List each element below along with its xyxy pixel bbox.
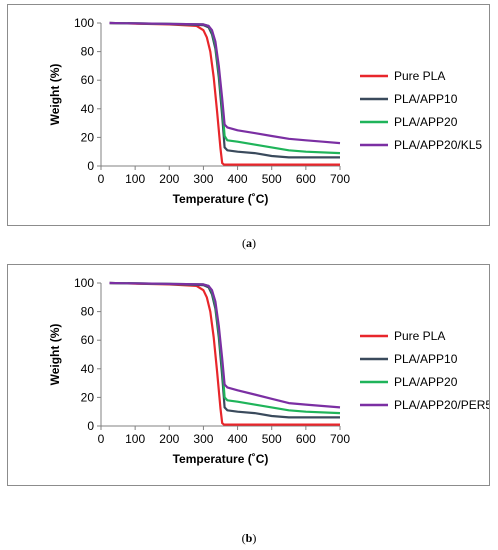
x-tick-label: 200 bbox=[159, 172, 179, 186]
y-tick-label: 20 bbox=[81, 130, 95, 144]
y-tick-label: 40 bbox=[81, 362, 95, 376]
y-tick-label: 60 bbox=[81, 73, 95, 87]
x-tick-label: 0 bbox=[98, 172, 105, 186]
tga-chart-b: 0 20 40 60 80 100 0 100 200 300 400 500 600 700 Temper… bbox=[48, 276, 489, 466]
x-tick-label: 400 bbox=[228, 172, 248, 186]
caption-a: (a) bbox=[242, 236, 256, 250]
x-axis-title: Temperature (˚C) bbox=[173, 452, 269, 466]
x-tick-label: 0 bbox=[98, 432, 105, 446]
x-tick-label: 500 bbox=[262, 172, 282, 186]
y-tick-label: 40 bbox=[81, 102, 95, 116]
x-tick-label: 600 bbox=[296, 432, 316, 446]
y-tick-label: 100 bbox=[74, 276, 94, 290]
y-tick-label: 0 bbox=[87, 159, 94, 173]
y-tick-label: 60 bbox=[81, 333, 95, 347]
x-tick-label: 300 bbox=[193, 432, 213, 446]
x-tick-label: 300 bbox=[193, 172, 213, 186]
x-tick-label: 600 bbox=[296, 172, 316, 186]
y-tick-label: 20 bbox=[81, 390, 95, 404]
legend-label-1: Pure PLA bbox=[394, 69, 445, 83]
series-line-4 bbox=[109, 21, 341, 145]
x-axis-title: Temperature (˚C) bbox=[173, 192, 269, 206]
legend-label-2: PLA/APP10 bbox=[394, 92, 458, 106]
y-axis-title: Weight (%) bbox=[48, 64, 62, 126]
x-tick-label: 100 bbox=[125, 432, 145, 446]
chart-panel-a: 0 20 40 60 80 100 0 100 200 300 400 500 600 700 Temper… bbox=[7, 4, 490, 226]
y-tick-label: 80 bbox=[81, 45, 95, 59]
legend-label-4: PLA/APP20/PER5 bbox=[394, 398, 489, 412]
y-tick-label: 100 bbox=[74, 16, 94, 30]
chart-panel-b: 0 20 40 60 80 100 0 100 200 300 400 500 600 700 Temper… bbox=[7, 264, 490, 486]
y-tick-label: 80 bbox=[81, 305, 95, 319]
caption-b-label: b bbox=[245, 531, 253, 545]
series-line-4 bbox=[109, 281, 341, 409]
legend-label-1: Pure PLA bbox=[394, 329, 445, 343]
caption-a-label: a bbox=[246, 236, 252, 250]
series-line-3 bbox=[109, 21, 341, 155]
series-line-3 bbox=[109, 281, 341, 415]
x-tick-label: 700 bbox=[330, 432, 350, 446]
legend-label-4: PLA/APP20/KL5 bbox=[394, 138, 482, 152]
y-tick-label: 0 bbox=[87, 419, 94, 433]
legend-label-3: PLA/APP20 bbox=[394, 115, 458, 129]
x-tick-label: 400 bbox=[228, 432, 248, 446]
x-tick-label: 200 bbox=[159, 432, 179, 446]
legend-label-3: PLA/APP20 bbox=[394, 375, 458, 389]
x-tick-label: 700 bbox=[330, 172, 350, 186]
x-tick-label: 500 bbox=[262, 432, 282, 446]
caption-b: (b) bbox=[241, 531, 257, 545]
x-tick-label: 100 bbox=[125, 172, 145, 186]
legend-label-2: PLA/APP10 bbox=[394, 352, 458, 366]
y-axis-title: Weight (%) bbox=[48, 324, 62, 386]
tga-chart-a: 0 20 40 60 80 100 0 100 200 300 400 500 600 700 Temper… bbox=[48, 16, 482, 206]
